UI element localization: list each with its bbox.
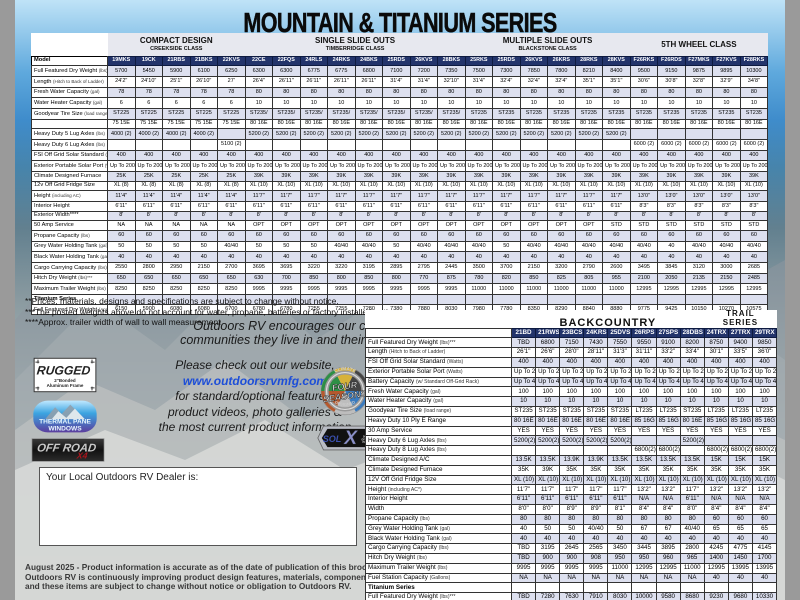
svg-text:2"Bonded: 2"Bonded	[54, 378, 76, 383]
svg-text:Aluminum Frame: Aluminum Frame	[47, 383, 84, 388]
svg-text:SOL: SOL	[323, 434, 342, 444]
svg-text:WINDOWS: WINDOWS	[48, 425, 82, 432]
svg-text:X: X	[343, 428, 358, 449]
svg-text:X4: X4	[75, 451, 88, 461]
svg-text:RUGGED: RUGGED	[36, 363, 91, 377]
